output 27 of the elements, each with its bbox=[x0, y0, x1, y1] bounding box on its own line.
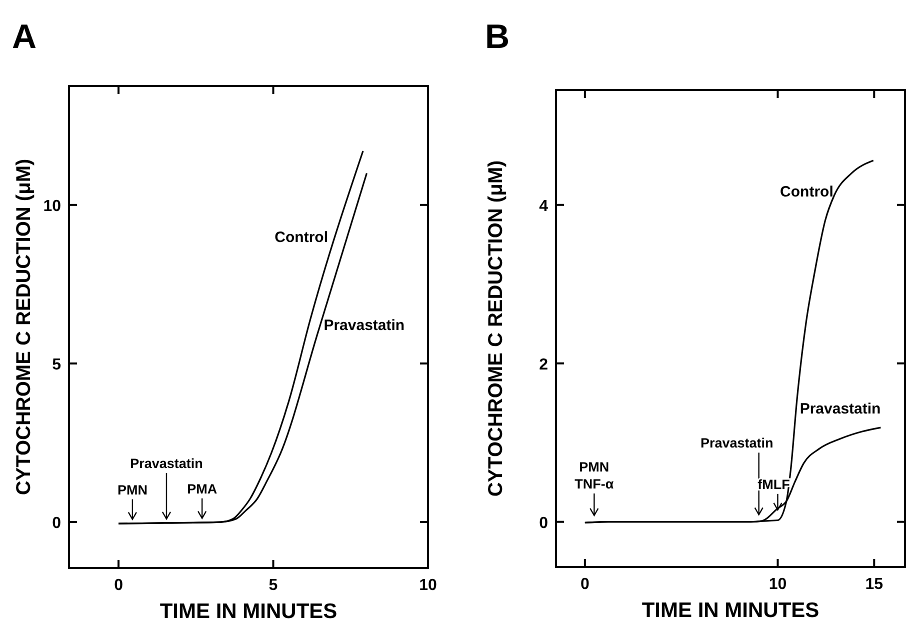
x-tick-label: 0 bbox=[114, 577, 124, 594]
x-axis-title: TIME IN MINUTES bbox=[160, 600, 338, 623]
x-tick-label: 10 bbox=[419, 577, 437, 594]
x-tick-label: 15 bbox=[865, 576, 884, 593]
annotation: Pravastatin bbox=[700, 436, 774, 451]
annotation: PMN bbox=[117, 482, 148, 498]
series-label: Control bbox=[780, 184, 834, 201]
annotation: PMA bbox=[187, 481, 218, 496]
chart-title: B bbox=[485, 18, 510, 56]
series-label: Pravastatin bbox=[324, 317, 405, 334]
x-axis-title: TIME IN MINUTES bbox=[642, 599, 820, 622]
series-label: Pravastatin bbox=[800, 400, 881, 418]
y-tick-label: 0 bbox=[539, 514, 548, 532]
y-axis-title: CYTOCHROME C REDUCTION (μM) bbox=[485, 160, 507, 497]
x-tick-label: 10 bbox=[768, 576, 787, 593]
y-tick-label: 0 bbox=[52, 515, 62, 532]
y-tick-label: 10 bbox=[43, 198, 62, 215]
x-tick-label: 0 bbox=[580, 576, 590, 593]
annotation: Pravastatin bbox=[130, 456, 203, 471]
series-label: Control bbox=[274, 229, 328, 246]
y-tick-label: 4 bbox=[539, 198, 548, 215]
annotation: PMN TNF-α bbox=[574, 459, 614, 492]
y-tick-label: 2 bbox=[539, 356, 548, 374]
y-axis-title: CYTOCHROME C REDUCTION (μM) bbox=[13, 158, 35, 496]
x-tick-label: 5 bbox=[268, 577, 278, 594]
y-tick-label: 5 bbox=[52, 356, 62, 374]
chart-title: A bbox=[12, 18, 37, 56]
